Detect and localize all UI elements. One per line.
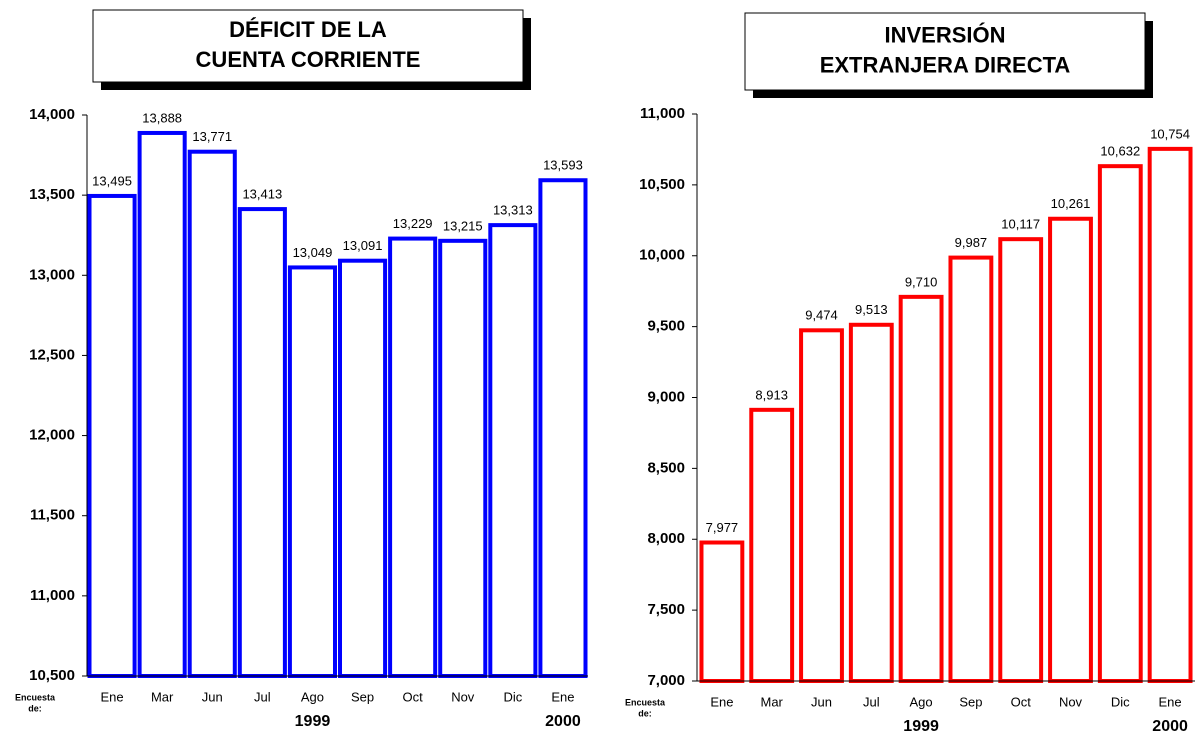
x-tick-label: Oct	[403, 689, 424, 704]
value-label: 9,987	[955, 235, 988, 250]
year-label: 1999	[903, 718, 939, 732]
value-label: 13,215	[443, 218, 483, 233]
bar	[699, 540, 745, 683]
bar	[1048, 216, 1093, 684]
x-axis-label: de:	[28, 703, 42, 713]
bar	[488, 223, 538, 679]
chart-title: EXTRANJERA DIRECTA	[820, 52, 1071, 77]
bar	[187, 149, 237, 678]
bar	[848, 322, 894, 683]
y-tick-label: 9,000	[647, 388, 685, 405]
value-label: 13,771	[192, 129, 232, 144]
x-tick-label: Ene	[100, 689, 123, 704]
chart-title: CUENTA CORRIENTE	[196, 47, 421, 72]
x-tick-label: Jun	[202, 689, 223, 704]
value-label: 13,593	[543, 158, 583, 173]
chart-title: INVERSIÓN	[884, 22, 1005, 47]
value-label: 10,261	[1051, 196, 1091, 211]
bar	[1097, 164, 1143, 683]
y-tick-label: 7,500	[647, 601, 685, 618]
y-tick-label: 11,000	[30, 587, 75, 604]
value-label: 13,413	[242, 187, 282, 202]
value-label: 9,474	[805, 308, 838, 323]
x-tick-label: Mar	[761, 694, 784, 709]
value-label: 13,229	[393, 216, 433, 231]
y-tick-label: 13,500	[29, 186, 75, 203]
y-tick-label: 12,000	[29, 427, 75, 444]
bar	[237, 207, 287, 678]
value-label: 9,513	[855, 302, 888, 317]
x-tick-label: Sep	[351, 689, 374, 704]
y-tick-label: 12,500	[29, 346, 75, 363]
x-tick-label: Mar	[151, 689, 174, 704]
x-tick-label: Nov	[451, 689, 475, 704]
y-tick-label: 8,000	[647, 530, 685, 547]
y-tick-label: 9,500	[647, 318, 685, 335]
x-axis-label: Encuesta	[15, 692, 56, 702]
value-label: 10,117	[1001, 217, 1040, 232]
y-tick-label: 11,000	[640, 105, 685, 122]
bar	[538, 178, 588, 678]
bar	[388, 236, 438, 678]
x-tick-label: Nov	[1059, 694, 1083, 709]
value-label: 7,977	[706, 520, 739, 535]
title-box	[744, 12, 1146, 91]
x-tick-label: Ago	[301, 689, 324, 704]
bar	[749, 407, 795, 683]
x-axis-label: Encuesta	[625, 697, 666, 707]
y-tick-label: 11,500	[30, 507, 75, 524]
year-label: 2000	[1152, 718, 1188, 732]
x-tick-label: Jul	[254, 689, 271, 704]
x-axis-label: de:	[638, 708, 652, 718]
value-label: 10,632	[1100, 144, 1140, 159]
value-label: 13,888	[142, 110, 182, 125]
value-label: 13,091	[343, 238, 383, 253]
y-tick-label: 10,000	[639, 247, 685, 264]
value-label: 13,049	[293, 245, 333, 260]
value-label: 13,313	[493, 203, 533, 218]
value-label: 13,495	[92, 173, 132, 188]
bar	[87, 193, 137, 679]
x-tick-label: Jul	[863, 694, 880, 709]
x-tick-label: Ene	[551, 689, 574, 704]
x-tick-label: Ene	[710, 694, 733, 709]
bar	[287, 265, 337, 678]
x-tick-label: Sep	[959, 694, 982, 709]
x-tick-label: Oct	[1011, 694, 1032, 709]
year-label: 1999	[295, 713, 331, 730]
chart-title: DÉFICIT DE LA	[229, 17, 387, 42]
year-label: 2000	[545, 713, 581, 730]
x-tick-label: Jun	[811, 694, 832, 709]
title-box	[92, 9, 524, 83]
value-label: 8,913	[755, 387, 788, 402]
y-tick-label: 10,500	[639, 176, 685, 193]
x-tick-label: Dic	[1111, 694, 1130, 709]
bar	[338, 258, 388, 678]
value-label: 9,710	[905, 274, 938, 289]
y-tick-label: 7,000	[647, 672, 685, 689]
x-tick-label: Ene	[1159, 694, 1182, 709]
x-tick-label: Ago	[910, 694, 933, 709]
bar	[137, 130, 187, 678]
bar	[998, 237, 1044, 683]
x-tick-label: Dic	[503, 689, 522, 704]
bar	[799, 328, 844, 683]
y-tick-label: 13,000	[29, 266, 75, 283]
y-tick-label: 14,000	[29, 106, 75, 123]
bar	[1147, 146, 1193, 684]
bar	[438, 238, 488, 678]
y-tick-label: 10,500	[29, 667, 75, 684]
y-tick-label: 8,500	[647, 459, 685, 476]
bar	[948, 255, 994, 683]
value-label: 10,754	[1150, 126, 1190, 141]
bar	[898, 294, 944, 683]
